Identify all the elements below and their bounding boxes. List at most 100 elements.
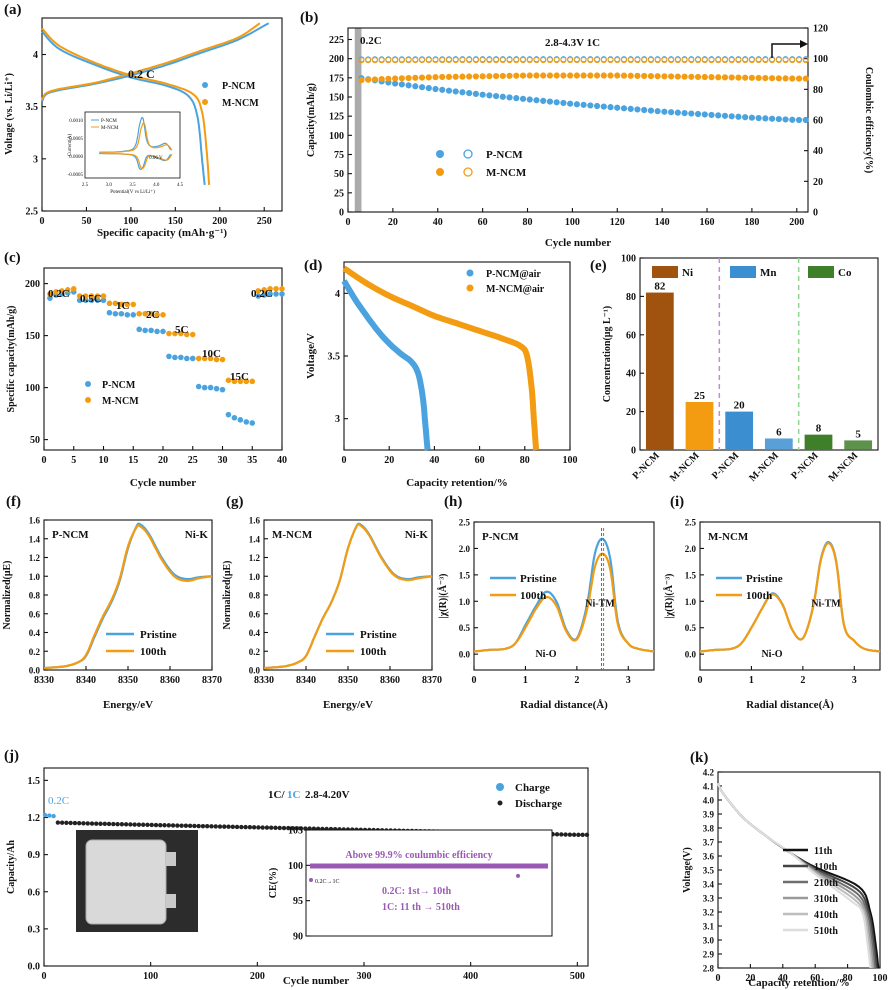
panel-c-point-1 — [100, 293, 107, 299]
panel-b-y-tick-label: 75 — [334, 150, 344, 161]
panel-b-point-0 — [418, 84, 426, 91]
panel-h-frame — [473, 521, 655, 671]
panel-e-legend-text: Ni — [682, 267, 693, 279]
panel-k-curve-4 — [717, 782, 873, 969]
panel-b-point-0 — [567, 100, 574, 107]
panel-b-point-1 — [580, 72, 587, 79]
panel-e-legend-swatch — [808, 266, 834, 278]
panel-k-xlabel: Capacity retention/% — [748, 977, 850, 989]
panel-c-point-1 — [178, 330, 184, 337]
panel-b-point-0 — [573, 101, 580, 108]
panel-e-legend-text: Co — [838, 267, 852, 279]
panel-b-point-1 — [472, 73, 480, 80]
panel-b-point-0 — [432, 85, 439, 93]
panel-g-xlabel: Energy/eV — [323, 699, 373, 711]
panel-j-point — [269, 825, 274, 830]
panel-e-bar-label: 82 — [654, 281, 666, 293]
panel-b-y-tick-label: 125 — [329, 112, 344, 123]
panel-c-point-1 — [225, 377, 232, 384]
panel-c-point-0 — [249, 420, 256, 426]
panel-a-legend-marker — [202, 82, 208, 88]
panel-a-x-tick-label: 0 — [40, 216, 45, 227]
panel-b-y2-tick-label: 100 — [813, 54, 828, 65]
panel-b-x-tick-label: 60 — [478, 217, 488, 228]
panel-j-point — [294, 826, 299, 831]
panel-g-sample: M-NCM — [272, 529, 313, 541]
panel-b-point-0 — [755, 114, 762, 122]
panel-b-point-3 — [674, 56, 681, 64]
panel-j-point — [85, 821, 90, 826]
panel-c-point-1 — [172, 330, 178, 337]
panel-b-y2-tick-label: 80 — [813, 85, 823, 96]
panel-b-point-3 — [735, 56, 742, 64]
panel-i-legend-text: Pristine — [746, 573, 783, 585]
panel-j-point — [166, 823, 171, 828]
panel-j-point — [281, 825, 287, 831]
panel-j-xlabel: Cycle number — [283, 975, 349, 987]
panel-j-point — [47, 813, 52, 818]
panel-c-point-1 — [201, 355, 208, 362]
panel-b-point-3 — [708, 56, 715, 64]
panel-b-point-1 — [452, 73, 459, 80]
panel-c-point-0 — [207, 384, 214, 391]
panel-j-point — [42, 812, 48, 818]
panel-b-legend-marker-filled — [436, 168, 444, 176]
panel-g-y-tick-label: 0.4 — [249, 628, 261, 638]
panel-j-point — [89, 821, 95, 826]
panel-j-inset-ytick-label: 95 — [293, 896, 303, 907]
panel-j-point — [264, 825, 270, 830]
panel-c-point-1 — [273, 286, 279, 292]
panel-c-point-1 — [213, 356, 220, 363]
panel-h-y-tick-label: 0.0 — [459, 650, 471, 660]
panel-b-point-0 — [425, 85, 432, 92]
panel-b-point-3 — [688, 56, 695, 64]
panel-b-point-0 — [593, 102, 601, 110]
panel-c-rate-label: 2C — [146, 309, 160, 321]
panel-a-inset-ytick: 0.0010 — [69, 119, 83, 124]
panel-b-point-3 — [587, 56, 594, 64]
panel-h-sample: P-NCM — [482, 531, 519, 543]
panel-j-point — [81, 821, 86, 826]
panel-a-x-tick-label: 150 — [168, 216, 183, 227]
panel-f-x-tick-label: 8350 — [118, 675, 138, 686]
panel-b-point-1 — [593, 72, 601, 79]
panel-a-x-tick-label: 200 — [212, 216, 227, 227]
panel-j-y-tick-label: 0.9 — [28, 850, 41, 861]
panel-c-point-0 — [76, 297, 83, 304]
panel-a-inset-xtick: 4.0 — [153, 183, 160, 188]
panel-b-point-0 — [681, 110, 688, 117]
panel-c-x-tick-label: 25 — [188, 455, 198, 466]
panel-b-legend-marker-filled — [436, 150, 444, 158]
panel-a-y-tick-label: 3 — [33, 154, 38, 165]
panel-i-frame — [699, 521, 881, 671]
panel-b-point-0 — [674, 109, 681, 116]
panel-j-point — [200, 823, 206, 829]
panel-b-point-0 — [405, 82, 412, 89]
panel-g-x-tick-label: 8360 — [380, 675, 400, 686]
panel-j-point — [290, 826, 295, 831]
panel-c-point-0 — [261, 292, 267, 298]
panel-j-point — [98, 821, 103, 826]
panel-b-point-1 — [398, 75, 405, 82]
panel-b-point-1 — [614, 72, 621, 79]
panel-k-y-tick-label: 3.8 — [703, 824, 715, 834]
panel-c-point-1 — [160, 312, 166, 318]
panel-c-point-0 — [166, 353, 172, 360]
panel-b-point-1 — [728, 74, 735, 81]
panel-b-arrow-head — [800, 40, 808, 48]
panel-j-x-tick-label: 0 — [42, 971, 47, 982]
panel-j-point — [567, 832, 573, 837]
panel-b-point-1 — [674, 73, 681, 80]
panel-b-y-tick-label: 200 — [329, 54, 344, 65]
panel-a-inset-ytick: 0.0005 — [69, 137, 83, 142]
panel-d-x-tick-label: 60 — [475, 455, 485, 466]
panel-j-legend-marker — [496, 783, 504, 791]
panel-k-x-tick-label: 100 — [873, 973, 888, 984]
panel-b-point-0 — [472, 90, 480, 97]
panel-j-y-tick-label: 0.6 — [28, 887, 41, 898]
panel-j-inset-frame — [305, 829, 553, 937]
panel-d-x-tick-label: 100 — [563, 455, 578, 466]
panel-b-point-0 — [715, 112, 722, 119]
panel-j-point — [119, 822, 125, 827]
panel-b-point-0 — [789, 116, 796, 123]
